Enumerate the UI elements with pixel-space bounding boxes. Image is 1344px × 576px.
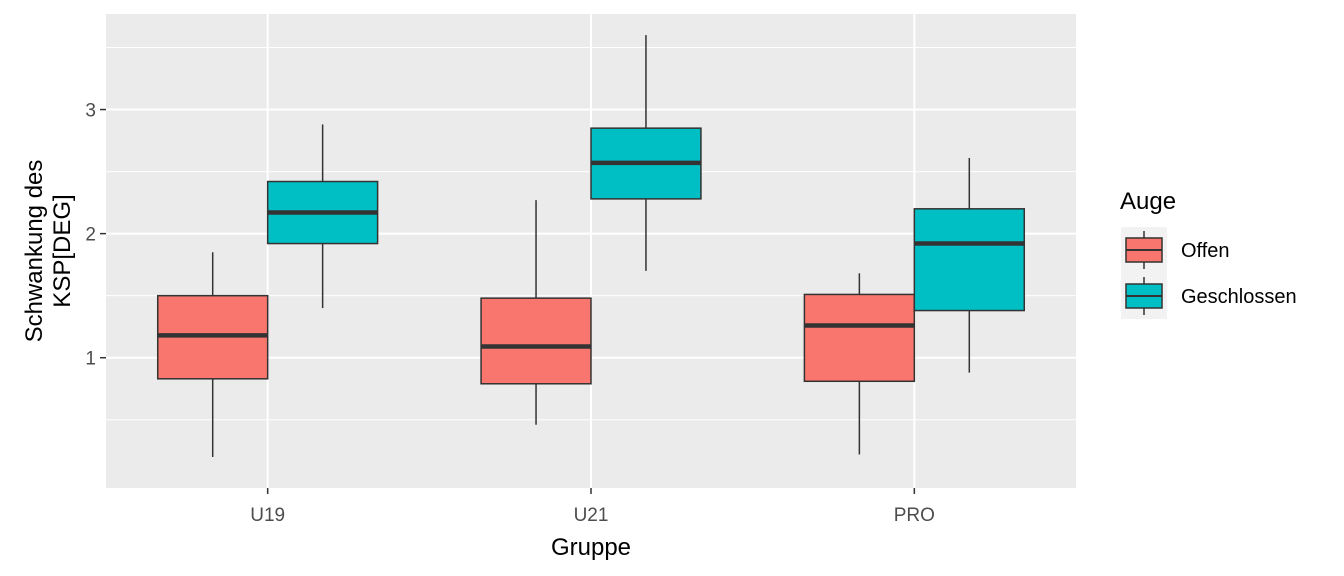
- legend: Auge Offen Geschlossen: [1120, 188, 1297, 319]
- box-geschlossen-u21: [590, 35, 702, 271]
- legend-key-geschlossen: Geschlossen: [1121, 273, 1297, 319]
- legend-label: Geschlossen: [1181, 286, 1297, 308]
- legend-label: Offen: [1181, 240, 1230, 262]
- y-axis: 1 2 3: [85, 101, 106, 370]
- y-tick-label: 3: [85, 101, 96, 122]
- y-axis-title: Schwankung des KSP[DEG]: [21, 160, 76, 343]
- legend-keys: Offen Geschlossen: [1121, 227, 1297, 319]
- legend-key-offen: Offen: [1121, 227, 1230, 273]
- box-offen-u21: [480, 200, 592, 425]
- x-tick-label: U21: [574, 505, 609, 526]
- box-geschlossen-u19: [266, 124, 379, 309]
- legend-title: Auge: [1120, 188, 1176, 215]
- box-iqr: [913, 208, 1026, 312]
- x-axis: U19 U21 PRO: [250, 488, 935, 526]
- x-tick-label: PRO: [894, 505, 935, 526]
- x-tick-label: U19: [250, 505, 285, 526]
- box-geschlossen-pro: [913, 157, 1026, 373]
- y-tick-label: 1: [85, 349, 96, 370]
- y-tick-label: 2: [85, 225, 96, 246]
- box-series: [156, 35, 1026, 457]
- box-iqr: [480, 297, 592, 385]
- y-axis-title-line-1: Schwankung des: [21, 160, 48, 343]
- box-offen-u19: [156, 252, 269, 457]
- x-axis-title: Gruppe: [551, 534, 631, 561]
- box-offen-pro: [803, 273, 916, 455]
- y-axis-title-line-2: KSP[DEG]: [49, 194, 76, 307]
- box-iqr: [803, 293, 916, 383]
